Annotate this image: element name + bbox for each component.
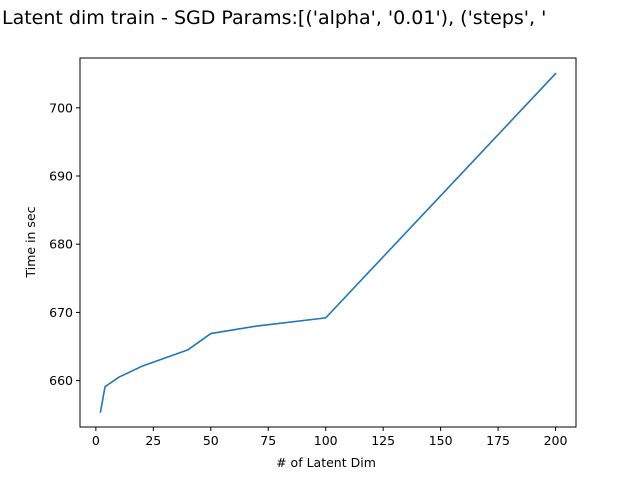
y-axis-label: Time in sec	[23, 206, 38, 278]
x-tick-label: 75	[260, 433, 276, 448]
chart-title: Latent dim train - SGD Params:[('alpha',…	[2, 7, 546, 29]
y-tick-label: 670	[49, 305, 73, 320]
x-tick-label: 200	[544, 433, 568, 448]
plot-area-frame	[79, 57, 577, 428]
x-tick-label: 50	[203, 433, 219, 448]
y-axis: 660 670 680 690 700	[49, 100, 80, 388]
y-tick-label: 680	[49, 237, 73, 252]
x-axis: 0 25 50 75 100 125 150 175 200	[92, 427, 568, 448]
series-line	[99, 72, 557, 413]
y-tick-label: 700	[49, 100, 73, 115]
x-tick-label: 25	[145, 433, 161, 448]
y-tick-label: 690	[49, 168, 73, 183]
x-tick-label: 125	[371, 433, 395, 448]
y-tick-label: 660	[49, 373, 73, 388]
x-tick-label: 175	[486, 433, 510, 448]
x-axis-label: # of Latent Dim	[276, 455, 376, 470]
x-tick-label: 0	[92, 433, 100, 448]
x-tick-label: 150	[429, 433, 453, 448]
x-tick-label: 100	[314, 433, 338, 448]
